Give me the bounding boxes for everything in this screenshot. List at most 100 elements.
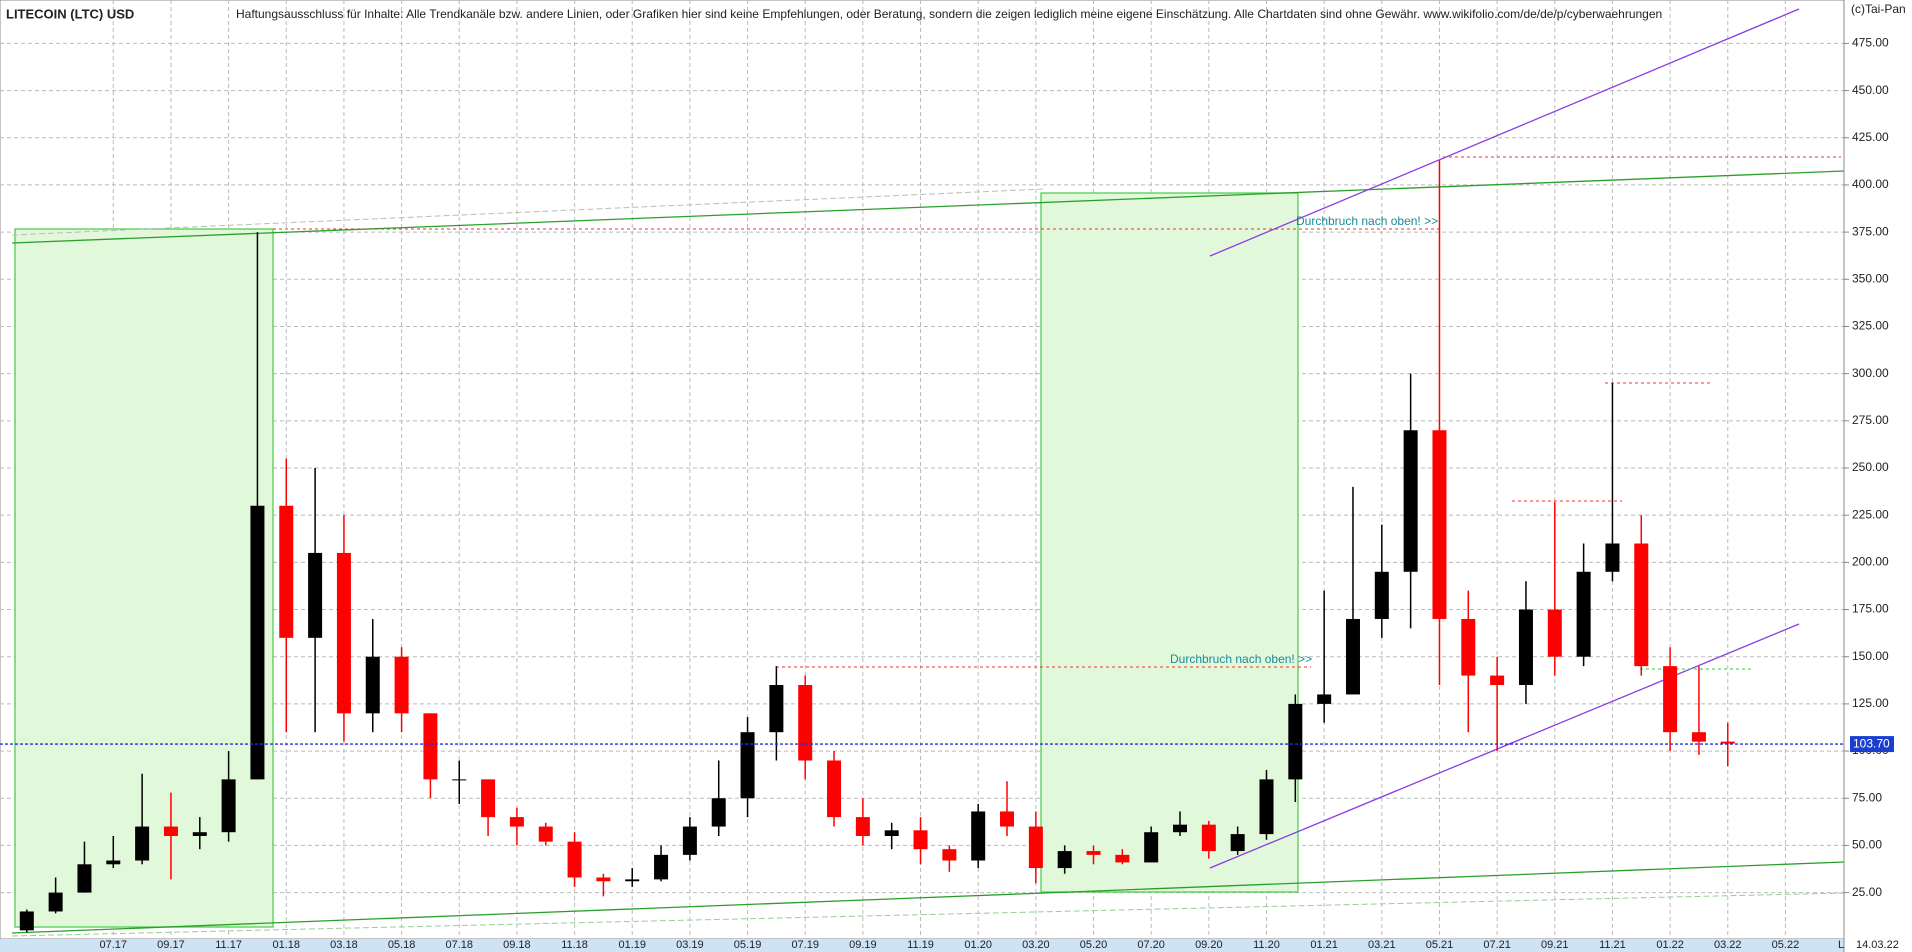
candle-body — [106, 860, 121, 865]
x-tick-label: 03.20 — [1022, 939, 1050, 951]
candle-body — [1374, 571, 1389, 619]
candle-body — [538, 826, 553, 842]
candle-body — [1518, 609, 1533, 686]
candle-body — [163, 826, 178, 836]
y-tick-label: 225.00 — [1852, 507, 1889, 521]
disclaimer: Haftungsausschluss für Inhalte: Alle Tre… — [236, 7, 1662, 21]
candle-body — [1173, 824, 1187, 833]
x-tick-label: 01.20 — [964, 939, 992, 951]
candle-body — [336, 552, 351, 714]
annotation: Durchbruch nach oben! >> — [1170, 652, 1312, 666]
y-tick-label: 250.00 — [1852, 460, 1889, 474]
x-tick-label: 07.17 — [100, 939, 128, 951]
chart-title: LITECOIN (LTC) USD — [6, 6, 134, 21]
x-tick-label: 03.18 — [330, 939, 358, 951]
candle-body — [394, 656, 409, 714]
candle-body — [1634, 543, 1649, 667]
x-tick-label: 11.20 — [1253, 939, 1280, 951]
y-tick-label: 175.00 — [1852, 602, 1889, 616]
trend-line — [11, 170, 1845, 244]
candle-body — [1317, 694, 1332, 704]
candle-body — [567, 841, 582, 878]
annotation: Durchbruch nach oben! >> — [1296, 214, 1438, 228]
candle-body — [250, 505, 265, 780]
trend-line — [1209, 8, 1800, 257]
candle-body — [769, 685, 784, 733]
y-tick-label: 375.00 — [1852, 224, 1889, 238]
candle-body — [192, 832, 207, 836]
candle-body — [855, 817, 870, 836]
candle-body — [1288, 703, 1303, 780]
x-tick-label: 01.22 — [1656, 939, 1684, 951]
candle-body — [827, 760, 842, 818]
candle-body — [1201, 824, 1216, 852]
candle-body — [279, 505, 294, 638]
x-axis-band — [0, 939, 1844, 952]
x-tick-label: 09.21 — [1541, 939, 1569, 951]
candle-body — [1115, 854, 1130, 863]
candle-body — [654, 854, 669, 880]
y-tick-label: 325.00 — [1852, 319, 1889, 333]
y-tick-label: 425.00 — [1852, 130, 1889, 144]
y-tick-label: 150.00 — [1852, 649, 1889, 663]
candle-body — [884, 830, 899, 836]
candle-body — [308, 552, 323, 638]
x-tick-label: 09.20 — [1195, 939, 1223, 951]
y-tick-label: 350.00 — [1852, 271, 1889, 285]
zone — [1040, 192, 1299, 893]
candle-body — [221, 779, 236, 833]
candle-body — [1576, 571, 1591, 657]
candle-body — [1259, 779, 1274, 835]
candle-body — [1086, 851, 1101, 855]
candle-body — [1605, 543, 1620, 572]
plot-area — [0, 0, 1845, 940]
candles — [19, 160, 1735, 933]
candle-body — [509, 817, 524, 827]
y-tick-label: 75.00 — [1852, 790, 1882, 804]
current-price-box — [1850, 736, 1894, 753]
candle-body — [971, 811, 986, 861]
candle-body — [1691, 732, 1706, 742]
y-tick-label: 450.00 — [1852, 83, 1889, 97]
x-tick-label: 07.18 — [445, 939, 473, 951]
candle-body — [1461, 618, 1476, 676]
y-tick-label: 400.00 — [1852, 177, 1889, 191]
x-tick-label: 05.18 — [388, 939, 416, 951]
candle-body — [740, 732, 755, 799]
candle-body — [1345, 618, 1360, 695]
y-tick-label: 275.00 — [1852, 413, 1889, 427]
x-tick-label: 07.21 — [1483, 939, 1511, 951]
candle-body — [48, 892, 63, 912]
x-tick-label: 09.19 — [849, 939, 877, 951]
candle-body — [423, 713, 438, 780]
x-tick-label: 05.22 — [1772, 939, 1800, 951]
x-tick-label: 03.22 — [1714, 939, 1742, 951]
candle-body — [1057, 851, 1072, 869]
candle-body — [365, 656, 380, 714]
candle-body — [1403, 430, 1418, 572]
x-tick-label: 05.19 — [734, 939, 762, 951]
x-tick-label: 09.17 — [157, 939, 185, 951]
x-tick-label: 11.21 — [1599, 939, 1626, 951]
x-tick-label: 03.19 — [676, 939, 704, 951]
x-tick-label: 01.18 — [273, 939, 301, 951]
candle-body — [913, 830, 928, 850]
x-tick-label: 01.19 — [618, 939, 646, 951]
x-tick-label: 11.18 — [561, 939, 588, 951]
candle-body — [135, 826, 150, 861]
candle-body — [19, 911, 34, 931]
y-tick-label: 25.00 — [1852, 885, 1882, 899]
candle-body — [1720, 741, 1735, 744]
date-label: 14.03.22 — [1856, 939, 1899, 951]
candle-body — [1000, 811, 1015, 827]
x-tick-label: 07.20 — [1137, 939, 1165, 951]
candle-body — [1547, 609, 1562, 657]
candle-body — [798, 685, 813, 761]
corner-label: L — [1838, 939, 1844, 951]
y-tick-label: 300.00 — [1852, 366, 1889, 380]
source: (c)Tai-Pan — [1851, 2, 1906, 16]
candle-body — [1144, 832, 1159, 863]
trend-line — [11, 188, 1045, 236]
current-price-label: 103.70 — [1853, 736, 1890, 750]
